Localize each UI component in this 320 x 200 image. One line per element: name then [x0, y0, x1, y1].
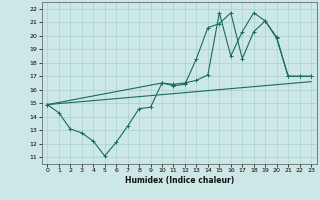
X-axis label: Humidex (Indice chaleur): Humidex (Indice chaleur): [124, 176, 234, 185]
